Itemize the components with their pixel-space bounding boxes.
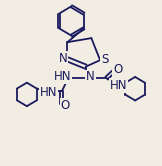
Text: HN: HN [110,79,128,92]
Text: O: O [60,99,70,112]
Text: HN: HN [53,70,71,83]
Text: N: N [59,52,67,65]
Text: HN: HN [40,86,57,99]
Text: N: N [86,70,95,83]
Text: S: S [101,53,108,66]
Text: O: O [113,63,122,76]
